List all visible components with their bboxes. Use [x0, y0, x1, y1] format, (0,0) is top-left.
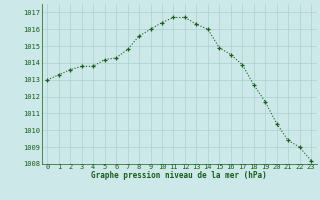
X-axis label: Graphe pression niveau de la mer (hPa): Graphe pression niveau de la mer (hPa)	[91, 171, 267, 180]
